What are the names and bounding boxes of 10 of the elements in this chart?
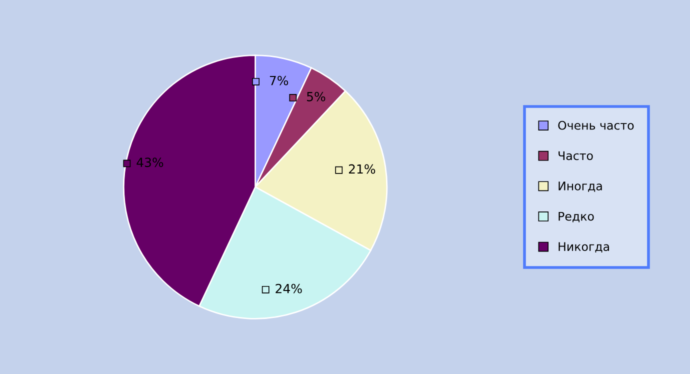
legend-label: Очень часто <box>558 120 634 130</box>
legend-label: Никогда <box>558 242 609 253</box>
data-label: 5% <box>307 92 326 102</box>
data-label: 7% <box>270 76 288 86</box>
legend-label: Редко <box>558 212 594 222</box>
data-label: 21% <box>348 164 376 174</box>
legend-label: Часто <box>558 151 593 160</box>
data-label: 43% <box>136 158 164 168</box>
data-label: 24% <box>276 284 302 294</box>
legend-label: Иногда <box>558 182 602 192</box>
